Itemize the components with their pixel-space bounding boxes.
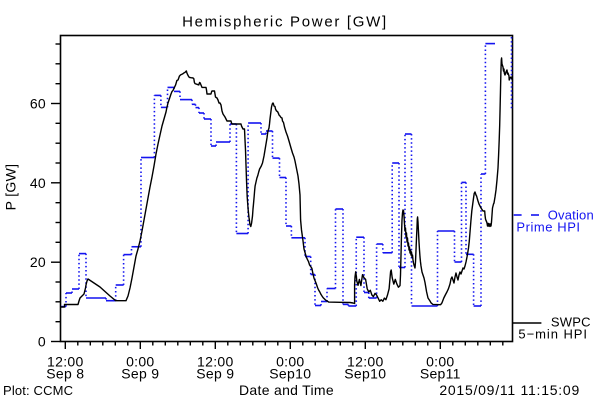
svg-text:20: 20 — [30, 254, 46, 270]
svg-text:Hemispheric Power [GW]: Hemispheric Power [GW] — [182, 14, 388, 31]
svg-text:0: 0 — [38, 334, 46, 350]
svg-text:Sep10: Sep10 — [269, 366, 311, 382]
svg-text:5−min HPI: 5−min HPI — [518, 327, 588, 342]
svg-text:Date and Time: Date and Time — [239, 382, 334, 398]
svg-text:Ovation: Ovation — [548, 208, 594, 223]
svg-text:Sep 8: Sep 8 — [46, 366, 84, 382]
svg-text:60: 60 — [30, 96, 46, 112]
svg-text:Sep 9: Sep 9 — [196, 366, 234, 382]
svg-text:Sep 9: Sep 9 — [121, 366, 159, 382]
svg-text:0:00: 0:00 — [276, 354, 304, 370]
svg-text:Prime HPI: Prime HPI — [516, 220, 580, 235]
svg-text:2015/09/11 11:15:09: 2015/09/11 11:15:09 — [439, 382, 580, 398]
svg-text:12:00: 12:00 — [197, 354, 234, 370]
svg-text:0:00: 0:00 — [426, 354, 454, 370]
svg-text:12:00: 12:00 — [47, 354, 84, 370]
svg-text:0:00: 0:00 — [126, 354, 154, 370]
svg-text:Plot: CCMC: Plot: CCMC — [3, 383, 73, 398]
svg-text:SWPC: SWPC — [551, 315, 591, 330]
svg-text:Sep10: Sep10 — [344, 366, 386, 382]
svg-text:40: 40 — [30, 175, 46, 191]
svg-text:P [GW]: P [GW] — [3, 164, 19, 211]
svg-text:Sep11: Sep11 — [420, 366, 461, 382]
svg-text:12:00: 12:00 — [347, 354, 384, 370]
